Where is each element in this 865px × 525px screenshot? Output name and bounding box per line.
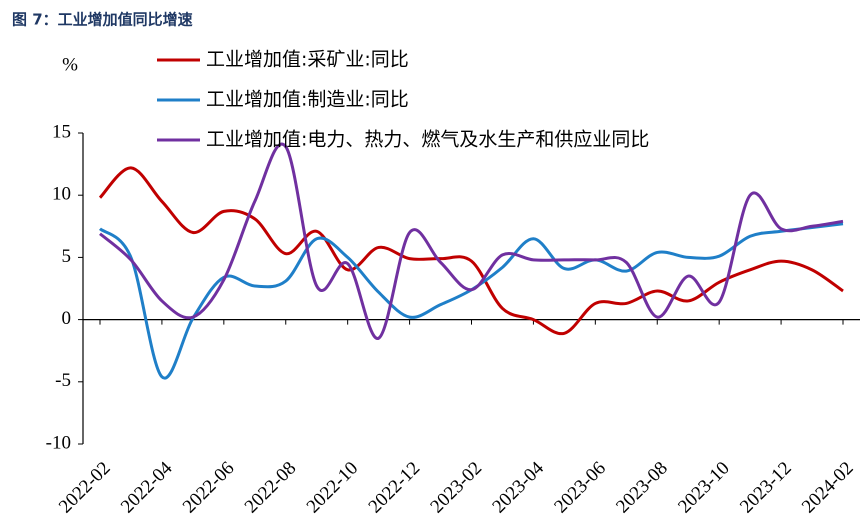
x-tick-label: 2022-02 — [55, 458, 115, 518]
series-line — [99, 142, 844, 340]
x-tick-label: 2023-08 — [612, 458, 672, 518]
y-tick-label: 15 — [52, 121, 71, 142]
series-line — [98, 166, 844, 336]
x-tick-label: 2024-02 — [798, 458, 858, 518]
x-tick-label: 2022-06 — [179, 458, 239, 518]
x-tick-label: 2023-10 — [674, 458, 734, 518]
x-tick-label: 2022-12 — [365, 458, 425, 518]
x-tick-label: 2023-12 — [736, 458, 796, 518]
x-tick-label: 2023-02 — [426, 458, 486, 518]
y-tick-label: -10 — [46, 432, 71, 453]
x-tick-label: 2022-10 — [303, 458, 363, 518]
x-tick-label: 2023-04 — [488, 457, 548, 517]
x-tick-label: 2022-04 — [117, 457, 177, 517]
y-axis-label: % — [62, 54, 78, 75]
y-tick-label: -5 — [55, 370, 71, 391]
y-tick-label: 0 — [62, 308, 72, 329]
legend-label: 工业增加值:制造业:同比 — [206, 89, 409, 111]
series-line — [98, 222, 844, 380]
chart-title: 图 7：工业增加值同比增速 — [12, 11, 193, 29]
x-tick-label: 2022-08 — [241, 458, 301, 518]
y-tick-label: 10 — [52, 184, 71, 205]
y-tick-label: 5 — [62, 246, 72, 267]
x-tick-label: 2023-06 — [550, 458, 610, 518]
legend-label: 工业增加值:电力、热力、燃气及水生产和供应业同比 — [206, 129, 649, 151]
legend-label: 工业增加值:采矿业:同比 — [206, 49, 409, 71]
